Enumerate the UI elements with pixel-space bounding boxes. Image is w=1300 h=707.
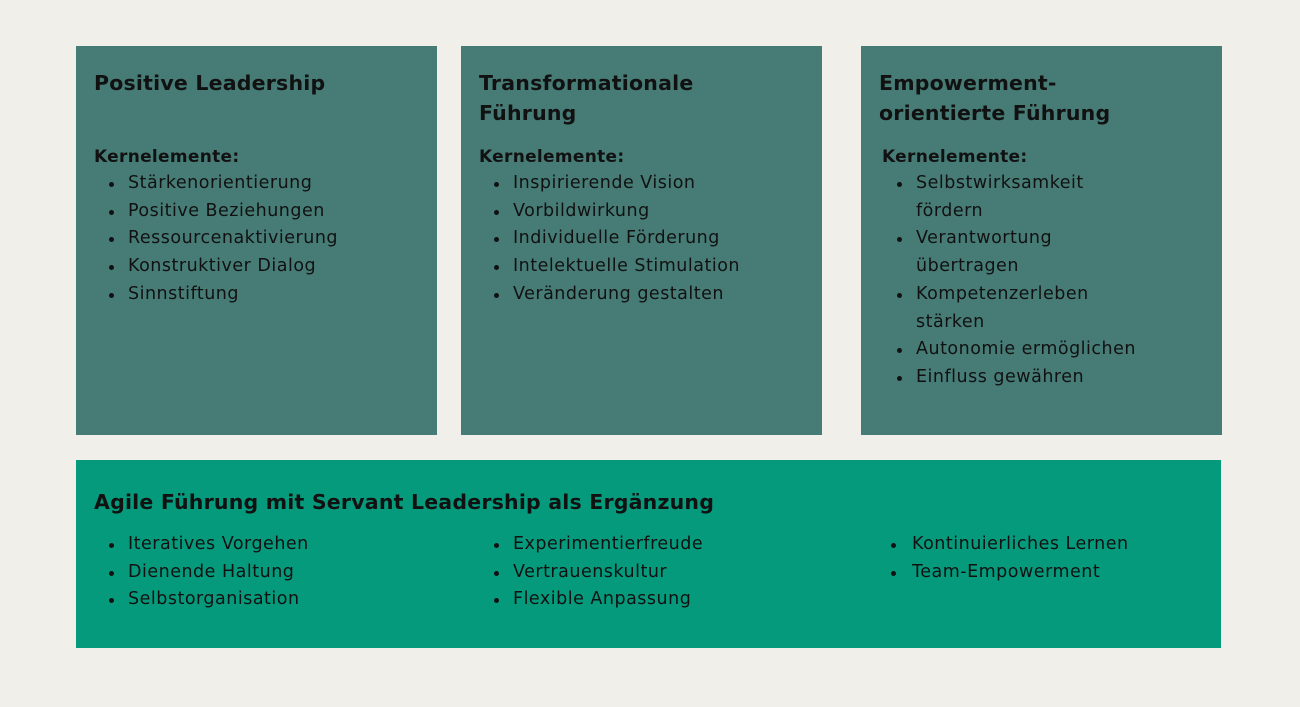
- list-item-line: Verantwortung: [916, 228, 1053, 249]
- card-subtitle: Kernelemente:: [479, 147, 625, 167]
- list-item: Inspirierende Vision: [479, 170, 740, 198]
- list-item: Stärkenorientierung: [94, 170, 338, 198]
- card-positive-leadership: Positive Leadership Kernelemente: Stärke…: [76, 46, 437, 435]
- list-item: Autonomie ermöglichen: [879, 336, 1136, 364]
- list-item: Intelektuelle Stimulation: [479, 253, 740, 281]
- card-title: Transformationale Führung: [479, 68, 808, 128]
- list-item: Team-Empowerment: [876, 559, 1129, 587]
- list-item: Einfluss gewähren: [879, 364, 1136, 392]
- list-item-line: Kompetenzerleben: [916, 283, 1089, 304]
- list-item: Selbstwirksamkeit fördern: [879, 170, 1136, 225]
- card-title-line: Empowerment-: [879, 71, 1057, 95]
- list-item: Sinnstiftung: [94, 281, 338, 309]
- card-title: Positive Leadership: [94, 71, 326, 95]
- list-item-line: Autonomie ermöglichen: [916, 339, 1136, 360]
- list-item-line: stärken: [916, 311, 985, 332]
- list-item: Veränderung gestalten: [479, 281, 740, 309]
- card-transformationale-fuehrung: Transformationale Führung Kernelemente: …: [461, 46, 822, 435]
- list-item: Experimentierfreude: [479, 531, 703, 559]
- list-item: Positive Beziehungen: [94, 198, 338, 226]
- list-item-line: Einfluss gewähren: [916, 366, 1085, 387]
- card-subtitle: Kernelemente:: [94, 147, 240, 167]
- bullet-list: Stärkenorientierung Positive Beziehungen…: [94, 170, 338, 309]
- card-title: Empowerment- orientierte Führung: [879, 68, 1208, 128]
- list-item: Verantwortung übertragen: [879, 225, 1136, 280]
- card-title-line: Transformationale: [479, 71, 694, 95]
- list-item: Ressourcenaktivierung: [94, 225, 338, 253]
- card-agile-fuehrung: Agile Führung mit Servant Leadership als…: [76, 460, 1221, 648]
- bullet-list-column-2: Experimentierfreude Vertrauenskultur Fle…: [479, 531, 703, 614]
- card-title-line: orientierte Führung: [879, 101, 1111, 125]
- list-item: Dienende Haltung: [94, 559, 309, 587]
- card-empowerment-fuehrung: Empowerment- orientierte Führung Kernele…: [861, 46, 1222, 435]
- list-item: Vertrauenskultur: [479, 559, 703, 587]
- card-title-line: Führung: [479, 101, 577, 125]
- bullet-list: Inspirierende Vision Vorbildwirkung Indi…: [479, 170, 740, 309]
- card-title: Agile Führung mit Servant Leadership als…: [94, 490, 715, 514]
- list-item: Kompetenzerleben stärken: [879, 281, 1136, 336]
- list-item: Individuelle Förderung: [479, 225, 740, 253]
- list-item: Konstruktiver Dialog: [94, 253, 338, 281]
- bullet-list-column-3: Kontinuierliches Lernen Team-Empowerment: [876, 531, 1129, 586]
- list-item: Flexible Anpassung: [479, 586, 703, 614]
- list-item: Selbstorganisation: [94, 586, 309, 614]
- bullet-list: Selbstwirksamkeit fördern Verantwortung …: [879, 170, 1136, 392]
- list-item-line: fördern: [916, 200, 984, 221]
- bullet-list-column-1: Iteratives Vorgehen Dienende Haltung Sel…: [94, 531, 309, 614]
- card-subtitle: Kernelemente:: [882, 147, 1028, 167]
- list-item-line: übertragen: [916, 256, 1019, 277]
- list-item: Vorbildwirkung: [479, 198, 740, 226]
- list-item: Iteratives Vorgehen: [94, 531, 309, 559]
- list-item-line: Selbstwirksamkeit: [916, 173, 1084, 193]
- list-item: Kontinuierliches Lernen: [876, 531, 1129, 559]
